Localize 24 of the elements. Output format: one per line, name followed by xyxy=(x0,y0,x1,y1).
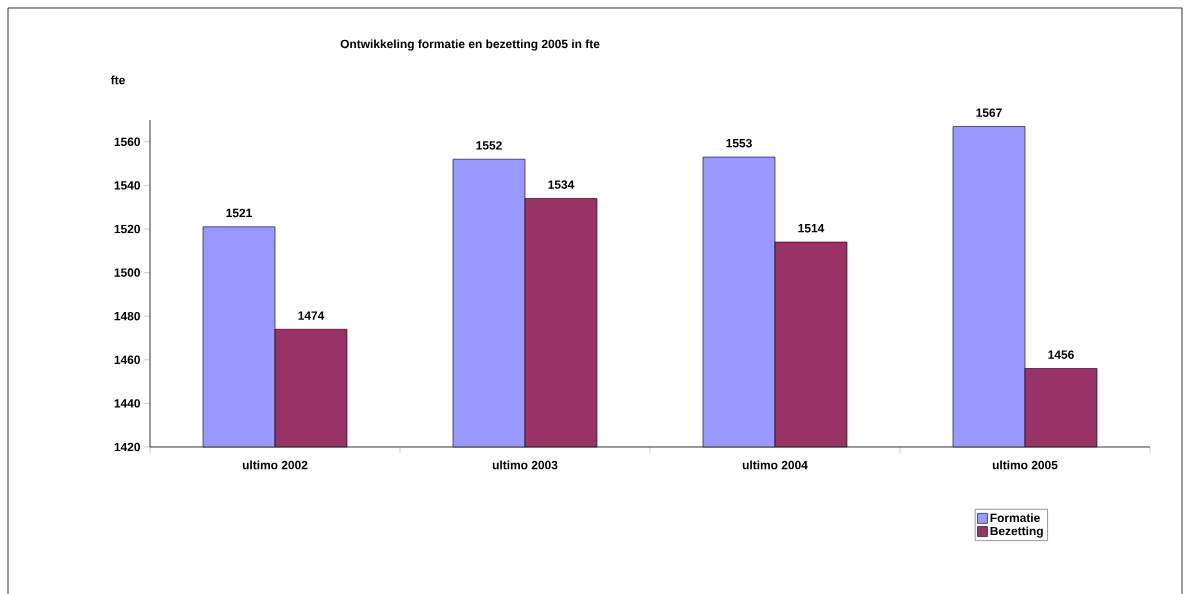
legend-label: Bezetting xyxy=(990,526,1043,538)
x-tick-label: ultimo 2003 xyxy=(492,460,558,470)
legend-label: Formatie xyxy=(990,513,1040,523)
data-label: 1456 xyxy=(1048,350,1074,359)
y-tick-label: 1420 xyxy=(114,442,140,452)
y-tick-label: 1540 xyxy=(114,181,140,190)
y-tick-label: 1460 xyxy=(114,355,140,365)
x-tick-label: ultimo 2005 xyxy=(992,460,1058,470)
data-label: 1552 xyxy=(476,141,502,150)
y-tick-label: 1500 xyxy=(114,268,140,277)
x-tick-label: ultimo 2002 xyxy=(242,460,308,470)
x-tick-label: ultimo 2004 xyxy=(742,460,808,470)
chart-title: Ontwikkeling formatie en bezetting 2005 in fte xyxy=(340,39,600,51)
data-label: 1534 xyxy=(548,180,575,189)
y-axis-title: fte xyxy=(110,75,125,85)
y-tick-label: 1520 xyxy=(114,224,140,234)
y-tick-label: 1440 xyxy=(114,399,140,408)
data-label: 1567 xyxy=(976,108,1002,117)
data-label: 1521 xyxy=(226,208,252,218)
y-tick-label: 1480 xyxy=(114,311,140,321)
data-label: 1514 xyxy=(798,224,825,233)
y-tick-label: 1560 xyxy=(114,137,140,147)
data-label: 1474 xyxy=(298,311,325,320)
data-label: 1553 xyxy=(726,138,752,148)
